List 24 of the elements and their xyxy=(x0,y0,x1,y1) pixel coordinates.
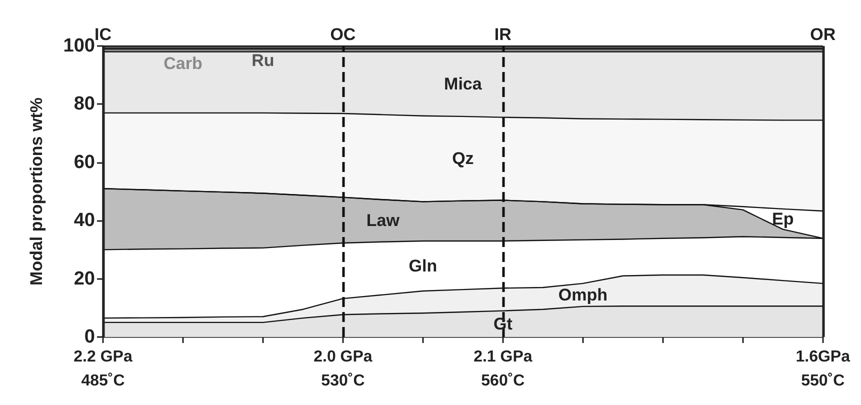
series-label: Gt xyxy=(493,314,513,334)
series-label: Law xyxy=(366,211,400,230)
x-tick-label: 2.2 GPa 485˚C xyxy=(74,348,132,390)
ref-line-label: OR xyxy=(810,25,836,44)
x-tick-label: 2.0 GPa 530˚C xyxy=(314,348,372,390)
series-label: Gln xyxy=(408,256,438,276)
y-tick-label: 100 xyxy=(63,36,95,56)
y-tick-label: 80 xyxy=(74,94,95,115)
ref-line-label: OC xyxy=(330,25,356,44)
series-label: Ru xyxy=(252,50,274,70)
series-label: Mica xyxy=(444,74,482,94)
y-tick-label: 40 xyxy=(74,210,95,232)
y-tick-label: 0 xyxy=(84,326,95,348)
series-label: Omph xyxy=(558,285,608,304)
series-label: Carb xyxy=(164,54,202,73)
y-tick-label: 60 xyxy=(74,152,95,173)
ref-line-label: IC xyxy=(94,25,112,44)
x-tick-label: 1.6GPa 550˚C xyxy=(796,348,850,390)
x-tick-label: 2.1 GPa 560˚C xyxy=(474,348,532,390)
y-axis-title: Modal proportions wt% xyxy=(27,98,46,286)
y-tick-label: 20 xyxy=(74,268,95,290)
series-label: Ep xyxy=(772,210,794,229)
series-label: Qz xyxy=(452,149,474,168)
ref-line-label: IR xyxy=(494,25,512,44)
